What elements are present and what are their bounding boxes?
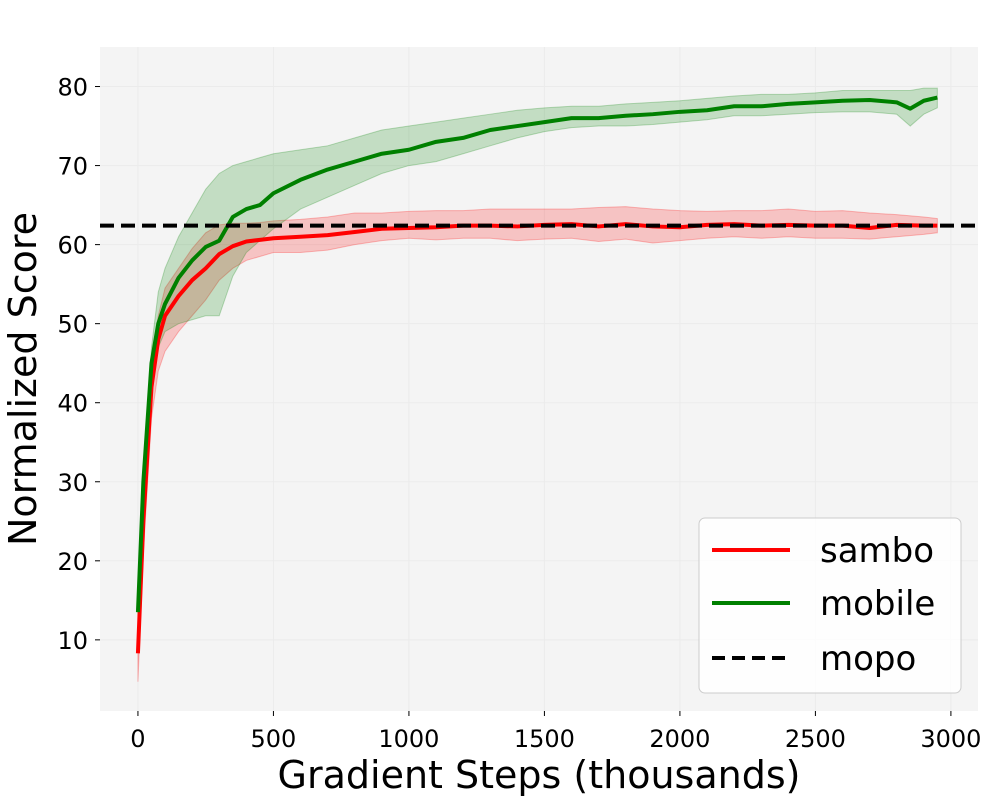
y-tick-label: 30 [57,469,88,497]
y-tick-label: 20 [57,548,88,576]
x-tick-label: 1000 [378,725,439,753]
y-tick-label: 70 [57,153,88,181]
x-axis-label: Gradient Steps (thousands) [278,753,801,797]
y-axis-label: Normalized Score [1,212,45,546]
y-tick-label: 50 [57,311,88,339]
y-tick-label: 80 [57,74,88,102]
legend-label-sambo: sambo [820,531,934,571]
legend: sambo mobile mopo [698,517,962,694]
y-tick-label: 10 [57,627,88,655]
grid-layer [100,47,978,711]
y-tick-label: 60 [57,232,88,260]
band-mobile [137,87,938,617]
x-axis-ticks: 0 500 1000 1500 2000 2500 3000 [130,711,981,753]
y-tick-label: 40 [57,390,88,418]
x-tick-label: 2000 [649,725,710,753]
x-tick-label: 1500 [514,725,575,753]
legend-box [698,517,962,694]
legend-label-mobile: mobile [820,584,935,624]
x-tick-label: 3000 [920,725,981,753]
legend-label-mopo: mopo [820,639,916,679]
x-tick-label: 2500 [785,725,846,753]
x-tick-label: 500 [251,725,297,753]
x-tick-label: 0 [130,725,145,753]
y-axis-ticks: 10 20 30 40 50 60 70 80 [57,74,100,655]
series-lines [100,95,978,654]
series-line-mobile [135,95,938,613]
